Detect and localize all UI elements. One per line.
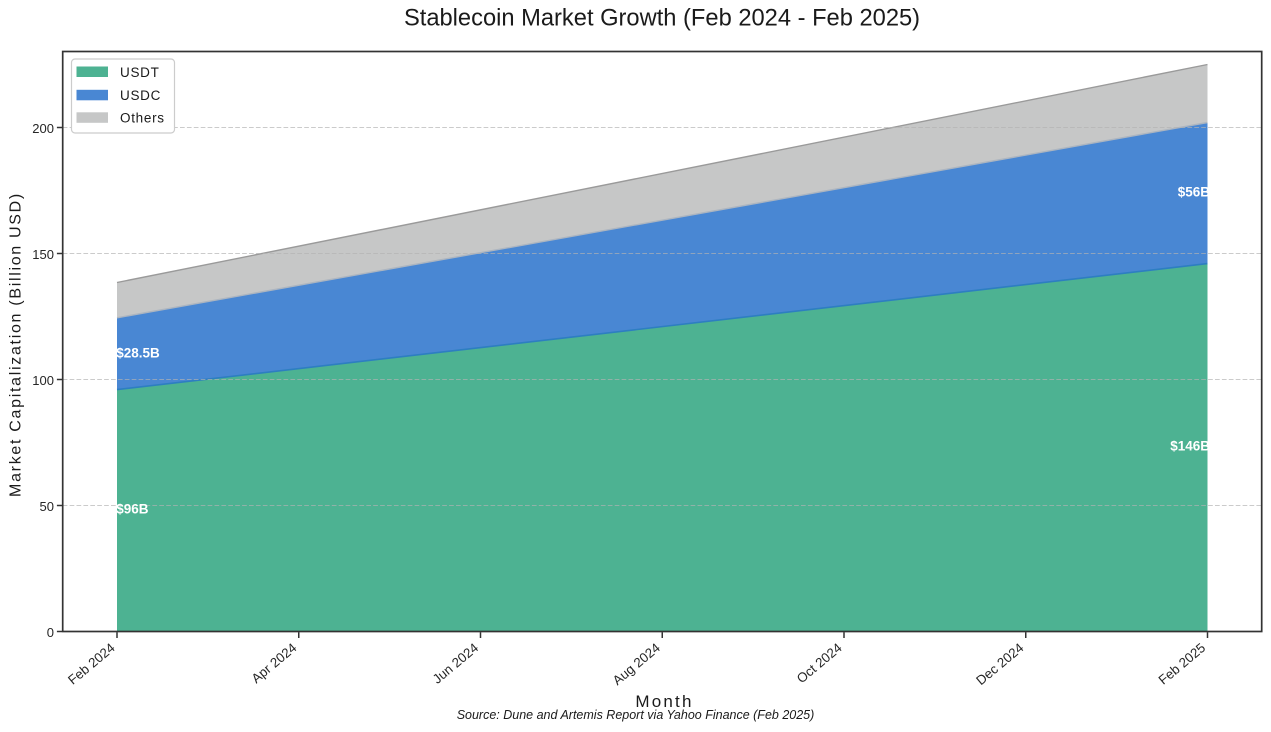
svg-text:0: 0 [47,625,54,640]
svg-text:$146B: $146B [1170,439,1210,454]
svg-text:$28.5B: $28.5B [116,345,160,360]
svg-text:Market Capitalization (Billion: Market Capitalization (Billion USD) [8,192,25,497]
svg-text:Month: Month [635,692,693,711]
svg-text:150: 150 [32,247,54,262]
svg-text:50: 50 [40,499,54,514]
svg-text:USDT: USDT [120,65,160,80]
svg-text:Others: Others [120,111,165,126]
svg-text:100: 100 [32,373,54,388]
svg-text:Stablecoin Market Growth (Feb: Stablecoin Market Growth (Feb 2024 - Feb… [404,6,920,32]
svg-text:200: 200 [32,121,54,136]
svg-text:Source: Dune and Artemis Repor: Source: Dune and Artemis Report via Yaho… [457,708,815,722]
svg-text:$56B: $56B [1178,184,1211,199]
svg-text:USDC: USDC [120,88,161,103]
svg-text:$96B: $96B [116,501,149,516]
